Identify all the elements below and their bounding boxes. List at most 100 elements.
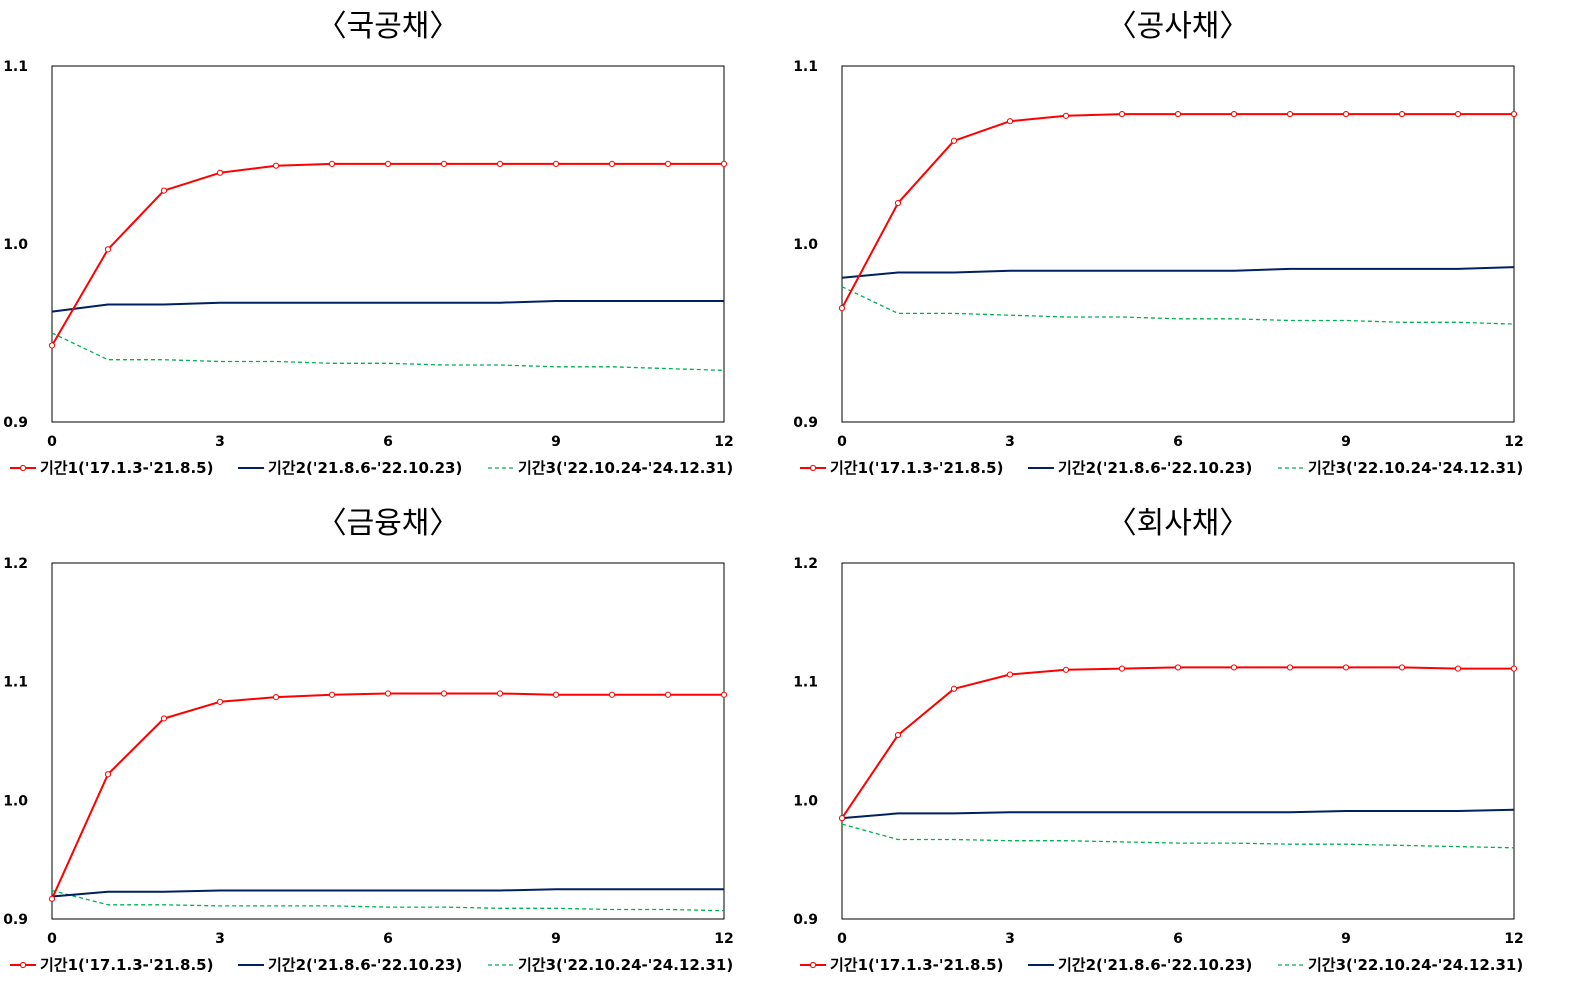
- chart-panel-1: 〈공사채〉 0.9 1.0 1.1 0 3 6 9 12 기간1('17.1.3-'21.8.5)…: [790, 0, 1580, 497]
- series-1-point: [1006, 118, 1014, 125]
- series-1-point: [48, 342, 56, 349]
- series-line-3: [51, 332, 725, 372]
- series-1-point: [1398, 664, 1406, 671]
- x-tick-label: 12: [1504, 931, 1523, 947]
- series-1-point: [608, 160, 616, 167]
- series-1-point: [894, 199, 902, 207]
- legend-label-3: 기간3('22.10.24-'24.12.31): [1308, 459, 1523, 477]
- legend-label-2: 기간2('21.8.6-'22.10.23): [268, 459, 462, 477]
- series-1-point: [104, 771, 112, 778]
- series-1-point: [838, 304, 846, 312]
- series-1-point: [496, 160, 504, 167]
- y-tick-label: 0.9: [793, 415, 818, 431]
- series-1-point: [496, 690, 504, 697]
- y-tick-label: 0.9: [3, 415, 28, 431]
- series-line-1: [51, 162, 724, 347]
- series-1-point: [384, 160, 392, 167]
- series-1-point: [440, 690, 448, 697]
- x-tick-label: 0: [837, 931, 847, 947]
- series-1-point: [1230, 664, 1238, 671]
- legend-label-3: 기간3('22.10.24-'24.12.31): [518, 459, 733, 477]
- x-tick-label: 3: [215, 931, 225, 947]
- series-1-point: [48, 895, 56, 902]
- series-1-point: [1006, 671, 1014, 678]
- legend-label-1: 기간1('17.1.3-'21.8.5): [40, 956, 213, 974]
- series-1-point: [1342, 664, 1350, 671]
- series-1-point: [1174, 110, 1182, 118]
- series-1-point: [1062, 112, 1070, 119]
- legend-marker-1: [809, 961, 817, 969]
- series-1-point: [440, 160, 448, 167]
- legend-label-2: 기간2('21.8.6-'22.10.23): [268, 956, 462, 974]
- series-line-3: [841, 286, 1515, 325]
- series-1-point: [1118, 665, 1126, 672]
- series-1-point: [1118, 110, 1126, 118]
- series-line-3: [841, 823, 1515, 849]
- y-tick-label: 1.2: [793, 556, 818, 572]
- y-tick-label: 1.1: [3, 59, 28, 75]
- series-1-point: [328, 691, 336, 698]
- series-1-point: [838, 815, 846, 822]
- series-1-point: [1510, 665, 1518, 672]
- series-1-point: [552, 160, 560, 167]
- x-tick-label: 12: [714, 931, 733, 947]
- series-1-point: [950, 137, 958, 144]
- series-1-point: [1398, 110, 1406, 118]
- series-1-point: [1510, 110, 1518, 118]
- x-tick-label: 9: [1341, 434, 1351, 450]
- series-1-point: [272, 162, 280, 169]
- y-tick-label: 1.1: [793, 59, 818, 75]
- chart-title: 〈금융채〉: [317, 506, 460, 541]
- y-tick-label: 1.2: [3, 556, 28, 572]
- series-line-2: [841, 266, 1515, 279]
- series-1-point: [1230, 110, 1238, 118]
- series-1-point: [272, 693, 280, 701]
- series-1-point: [664, 691, 672, 698]
- series-line-1: [841, 113, 1514, 309]
- series-1-point: [216, 169, 224, 176]
- series-1-point: [1454, 110, 1462, 118]
- legend-label-3: 기간3('22.10.24-'24.12.31): [1308, 956, 1523, 974]
- series-1-point: [1286, 664, 1294, 671]
- series-line-1: [51, 692, 724, 900]
- legend-marker-1: [19, 961, 27, 969]
- legend-marker-1: [19, 464, 27, 472]
- plot-area-frame: [841, 562, 1515, 920]
- y-tick-label: 1.0: [793, 793, 818, 809]
- x-tick-label: 6: [1173, 434, 1183, 450]
- x-tick-label: 9: [551, 931, 561, 947]
- x-tick-label: 0: [837, 434, 847, 450]
- legend-label-1: 기간1('17.1.3-'21.8.5): [830, 459, 1003, 477]
- plot-area-frame: [51, 562, 725, 920]
- x-tick-label: 6: [383, 931, 393, 947]
- series-1-point: [1174, 664, 1182, 671]
- legend-label-2: 기간2('21.8.6-'22.10.23): [1058, 956, 1252, 974]
- series-line-2: [841, 808, 1515, 820]
- y-tick-label: 0.9: [793, 912, 818, 928]
- chart-panel-3: 〈회사채〉 0.9 1.0 1.1 1.2 0 3 6 9 12 기간1('17.1.3-'21.8…: [790, 497, 1580, 994]
- chart-3-svg: 〈회사채〉 0.9 1.0 1.1 1.2 0 3 6 9 12 기간1('17.1.3-'21.8…: [793, 506, 1524, 974]
- series-line-3: [51, 889, 725, 912]
- legend-label-2: 기간2('21.8.6-'22.10.23): [1058, 459, 1252, 477]
- series-1-point: [608, 691, 616, 698]
- series-1-point: [104, 246, 112, 253]
- series-1-point: [894, 731, 902, 739]
- chart-2-svg: 〈금융채〉 0.9 1.0 1.1 1.2 0 3 6 9 12 기간1('17.1.3-'21.8…: [3, 506, 734, 974]
- series-1-point: [1062, 666, 1070, 673]
- plot-area-frame: [51, 65, 725, 423]
- y-tick-label: 1.0: [793, 237, 818, 253]
- series-1-point: [384, 690, 392, 697]
- chart-panel-2: 〈금융채〉 0.9 1.0 1.1 1.2 0 3 6 9 12 기간1('17.1.3-'21.8…: [0, 497, 790, 994]
- y-tick-label: 1.0: [3, 237, 28, 253]
- chart-title: 〈공사채〉: [1107, 9, 1250, 44]
- chart-1-svg: 〈공사채〉 0.9 1.0 1.1 0 3 6 9 12 기간1('17.1.3-'21.8.5)…: [793, 9, 1524, 477]
- series-1-point: [720, 160, 728, 167]
- x-tick-label: 0: [47, 931, 57, 947]
- x-tick-label: 12: [714, 434, 733, 450]
- x-tick-label: 6: [1173, 931, 1183, 947]
- series-1-point: [1342, 110, 1350, 118]
- chart-0-svg: 〈국공채〉 0.9 1.0 1.1 0 3 6 9 12 기간1('17.1.3-'21.8.5)…: [3, 9, 734, 477]
- x-tick-label: 3: [1005, 931, 1015, 947]
- series-line-2: [51, 888, 724, 898]
- series-1-point: [160, 187, 168, 194]
